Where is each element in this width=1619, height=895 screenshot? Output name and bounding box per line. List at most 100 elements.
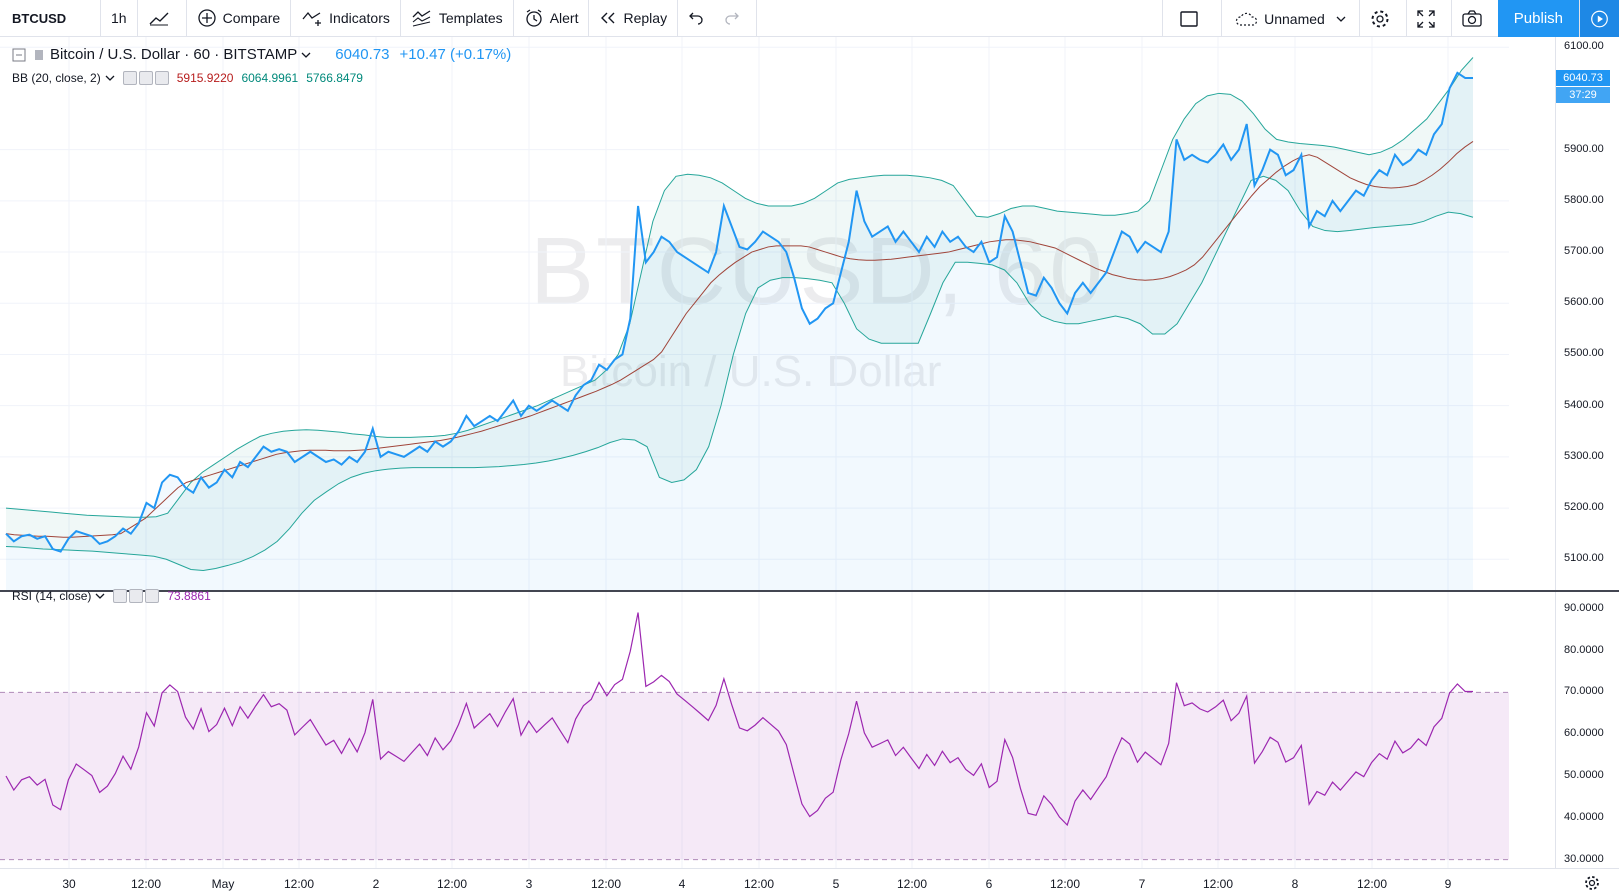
interval-label: 1h bbox=[111, 10, 127, 26]
compare-button[interactable]: Compare bbox=[187, 0, 292, 36]
plus-circle-icon bbox=[197, 9, 216, 27]
rewind-icon bbox=[601, 12, 615, 24]
fullscreen-icon bbox=[1417, 9, 1435, 28]
bar-countdown-tag: 37:29 bbox=[1556, 86, 1610, 103]
rsi-axis-label: 40.0000 bbox=[1564, 810, 1604, 823]
time-axis-label: 3 bbox=[525, 877, 533, 891]
series-legend: Bitcoin / U.S. Dollar · 60 · BITSTAMP 60… bbox=[12, 46, 511, 63]
play-circle-icon bbox=[1591, 10, 1608, 27]
rsi-legend: RSI (14, close) 73.8861 bbox=[12, 589, 211, 603]
snapshot-button[interactable] bbox=[1450, 0, 1498, 37]
replay-label: Replay bbox=[623, 10, 668, 26]
bb-actions bbox=[122, 71, 169, 85]
square-icon bbox=[1180, 10, 1198, 27]
bb-upper-line bbox=[5, 57, 1474, 518]
gear-icon[interactable] bbox=[1583, 874, 1601, 892]
main-chart-pane[interactable]: BTCUSD, 60 Bitcoin / U.S. Dollar Bitcoin… bbox=[0, 37, 1619, 590]
close-icon[interactable] bbox=[145, 589, 160, 603]
price-line bbox=[5, 71, 1473, 553]
publish-menu-button[interactable] bbox=[1579, 0, 1619, 37]
pane-separator[interactable] bbox=[0, 590, 1619, 592]
templates-icon bbox=[412, 10, 431, 27]
price-axis[interactable]: 6100.00 5900.00 5800.00 5700.00 5600.00 5500.… bbox=[1555, 37, 1619, 590]
alert-label: Alert bbox=[549, 10, 579, 26]
rsi-axis[interactable]: 90.0000 80.0000 70.0000 60.0000 50.0000 40.00… bbox=[1555, 592, 1619, 868]
time-axis-label: 2 bbox=[372, 877, 380, 891]
bb-lower-value: 5766.8479 bbox=[306, 71, 363, 85]
chevron-down-icon[interactable] bbox=[301, 51, 311, 59]
symbol-search[interactable]: BTCUSD bbox=[0, 0, 101, 36]
rsi-label[interactable]: RSI (14, close) bbox=[12, 589, 92, 603]
bb-upper-value: 6064.9961 bbox=[241, 71, 299, 85]
rsi-axis-label: 90.0000 bbox=[1564, 601, 1604, 614]
description-watermark: Bitcoin / U.S. Dollar bbox=[560, 347, 941, 397]
price-change: +10.47 (+0.17%) bbox=[399, 46, 512, 63]
time-axis-label: 9 bbox=[1444, 877, 1452, 891]
bb-basis-value: 5915.9220 bbox=[176, 71, 234, 85]
compare-label: Compare bbox=[222, 10, 281, 26]
bb-label[interactable]: BB (20, close, 2) bbox=[12, 71, 101, 85]
interval-button[interactable]: 1h bbox=[101, 0, 138, 36]
bb-legend: BB (20, close, 2) 5915.9220 6064.9961 57… bbox=[12, 71, 363, 85]
eye-icon[interactable] bbox=[113, 589, 128, 603]
rsi-value: 73.8861 bbox=[167, 589, 211, 603]
symbol-watermark: BTCUSD, 60 bbox=[530, 217, 1105, 327]
gear-icon[interactable] bbox=[138, 71, 153, 85]
series-title[interactable]: Bitcoin / U.S. Dollar · 60 · BITSTAMP bbox=[50, 46, 298, 63]
rsi-axis-label: 70.0000 bbox=[1564, 685, 1604, 698]
fullscreen-button[interactable] bbox=[1405, 0, 1451, 37]
price-chart[interactable] bbox=[0, 37, 1619, 590]
replay-button[interactable]: Replay bbox=[589, 0, 679, 36]
templates-label: Templates bbox=[438, 10, 503, 26]
rsi-band-fill bbox=[0, 692, 1509, 860]
price-axis-label: 5500.00 bbox=[1564, 347, 1604, 360]
rsi-axis-label: 30.0000 bbox=[1564, 852, 1604, 865]
time-axis-label: 5 bbox=[832, 877, 840, 891]
time-axis-label: 12:00 bbox=[1049, 877, 1081, 891]
undo-icon[interactable] bbox=[688, 11, 704, 25]
time-axis-label: 12:00 bbox=[896, 877, 928, 891]
time-axis-label: 12:00 bbox=[436, 877, 468, 891]
alert-button[interactable]: Alert bbox=[514, 0, 590, 36]
price-axis-label: 5900.00 bbox=[1564, 142, 1604, 155]
last-price: 6040.73 bbox=[335, 46, 390, 63]
chevron-down-icon[interactable] bbox=[95, 592, 105, 600]
undo-redo-group bbox=[678, 0, 758, 36]
time-axis-label: May bbox=[211, 877, 235, 891]
camera-icon bbox=[1462, 9, 1482, 27]
time-axis-label: 12:00 bbox=[590, 877, 622, 891]
rsi-axis-label: 80.0000 bbox=[1564, 643, 1604, 656]
chevron-down-icon[interactable] bbox=[105, 74, 115, 82]
rsi-line bbox=[5, 612, 1473, 827]
chevron-down-icon bbox=[1336, 16, 1346, 22]
time-axis-label: 7 bbox=[1138, 877, 1146, 891]
layout-name-button[interactable]: Unnamed bbox=[1221, 0, 1359, 37]
redo-icon[interactable] bbox=[724, 11, 740, 25]
eye-icon[interactable] bbox=[122, 71, 137, 85]
time-axis[interactable]: 30 12:00 May 12:00 2 12:00 3 12:00 4 12:00 5 12:00 6… bbox=[0, 868, 1619, 895]
indicators-button[interactable]: Indicators bbox=[291, 0, 401, 36]
top-toolbar: BTCUSD 1h Compare Indicators Templates A… bbox=[0, 0, 1619, 37]
select-layout-button[interactable] bbox=[1162, 0, 1221, 37]
settings-button[interactable] bbox=[1358, 0, 1406, 37]
price-axis-label: 5400.00 bbox=[1564, 398, 1604, 411]
publish-button[interactable]: Publish bbox=[1497, 0, 1579, 37]
price-axis-label: 5100.00 bbox=[1564, 552, 1604, 565]
collapse-icon[interactable] bbox=[12, 48, 26, 62]
templates-button[interactable]: Templates bbox=[401, 0, 514, 36]
candles-icon bbox=[149, 12, 169, 26]
close-icon[interactable] bbox=[154, 71, 169, 85]
price-axis-label: 5600.00 bbox=[1564, 296, 1604, 309]
rsi-chart[interactable] bbox=[0, 592, 1619, 868]
rsi-pane[interactable]: RSI (14, close) 73.8861 90.0000 80.0000 70… bbox=[0, 589, 1619, 868]
price-axis-label: 5200.00 bbox=[1564, 501, 1604, 514]
symbol-flag-icon bbox=[35, 49, 43, 60]
time-axis-label: 12:00 bbox=[1356, 877, 1388, 891]
gear-icon[interactable] bbox=[129, 589, 144, 603]
time-axis-label: 12:00 bbox=[130, 877, 162, 891]
rsi-actions bbox=[113, 589, 160, 603]
chart-style-button[interactable] bbox=[138, 0, 187, 36]
time-axis-label: 30 bbox=[62, 877, 76, 891]
price-axis-label: 5700.00 bbox=[1564, 245, 1604, 258]
time-axis-label: 4 bbox=[678, 877, 686, 891]
